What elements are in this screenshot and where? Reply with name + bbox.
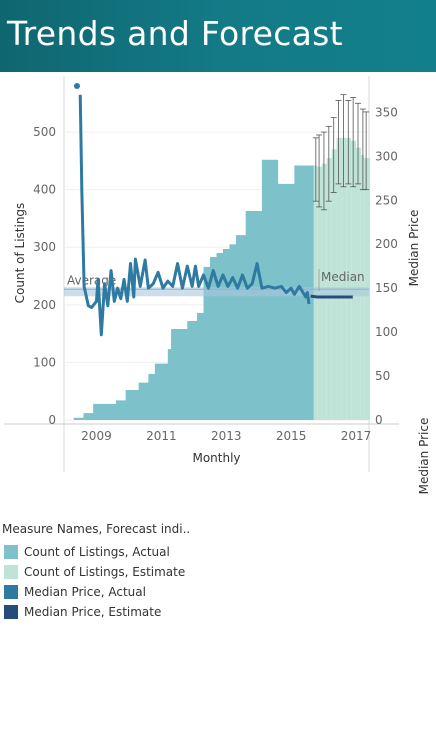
y2-axis-title-bottom: Median Price <box>417 418 431 495</box>
trends-chart[interactable]: Average Median010020030040050005010015020… <box>0 72 436 502</box>
legend-swatch-count-estimate <box>4 565 18 579</box>
x-tick-label: 2015 <box>276 429 307 443</box>
legend-label: Median Price, Actual <box>24 585 146 599</box>
count-estimate-bar <box>351 140 357 420</box>
y2-tick-label: 300 <box>375 149 398 163</box>
y-axis-title: Count of Listings <box>13 203 27 304</box>
outlier-point <box>73 83 80 89</box>
y2-tick-label: 100 <box>375 325 398 339</box>
y2-tick-label: 250 <box>375 193 398 207</box>
legend: Measure Names, Forecast indi.. Count of … <box>2 522 190 622</box>
median-price-actual-line <box>78 94 311 337</box>
legend-item-price-actual[interactable]: Median Price, Actual <box>2 582 190 602</box>
legend-swatch-price-estimate <box>4 605 18 619</box>
legend-title: Measure Names, Forecast indi.. <box>2 522 191 536</box>
count-estimate-bar <box>331 149 337 420</box>
y-tick-label: 400 <box>33 183 56 197</box>
median-price-estimate-line <box>310 294 353 299</box>
legend-item-count-actual[interactable]: Count of Listings, Actual <box>2 542 190 562</box>
legend-swatch-count-actual <box>4 545 18 559</box>
x-tick-label: 2011 <box>146 429 177 443</box>
count-estimate-bar <box>356 147 361 420</box>
count-actual-area <box>64 159 314 421</box>
y2-tick-label: 0 <box>375 413 383 427</box>
y2-tick-label: 200 <box>375 237 398 251</box>
legend-item-price-estimate[interactable]: Median Price, Estimate <box>2 602 190 622</box>
y-tick-label: 500 <box>33 125 56 139</box>
count-estimate-bar <box>341 137 347 420</box>
legend-label: Count of Listings, Estimate <box>24 565 186 579</box>
y-tick-label: 0 <box>48 413 56 427</box>
y2-axis-title: Median Price <box>407 210 421 287</box>
page-title: Trends and Forecast <box>7 14 343 53</box>
count-estimate-bar <box>336 137 342 420</box>
y2-tick-label: 150 <box>375 281 398 295</box>
legend-label: Median Price, Estimate <box>24 605 162 619</box>
legend-swatch-price-actual <box>4 585 18 599</box>
x-axis-title: Monthly <box>192 451 240 465</box>
y2-tick-label: 350 <box>375 105 398 119</box>
reference-band <box>64 287 369 297</box>
count-estimate-bar <box>346 137 352 420</box>
legend-item-count-estimate[interactable]: Count of Listings, Estimate <box>2 562 190 582</box>
title-banner: Trends and Forecast <box>0 0 436 72</box>
y-tick-label: 300 <box>33 240 56 254</box>
y-tick-label: 200 <box>33 298 56 312</box>
median-label: Median <box>321 270 365 284</box>
x-tick-label: 2013 <box>211 429 242 443</box>
x-tick-label: 2017 <box>341 429 372 443</box>
y-tick-label: 100 <box>33 355 56 369</box>
x-tick-label: 2009 <box>81 429 112 443</box>
legend-label: Count of Listings, Actual <box>24 545 170 559</box>
y2-tick-label: 50 <box>375 369 390 383</box>
